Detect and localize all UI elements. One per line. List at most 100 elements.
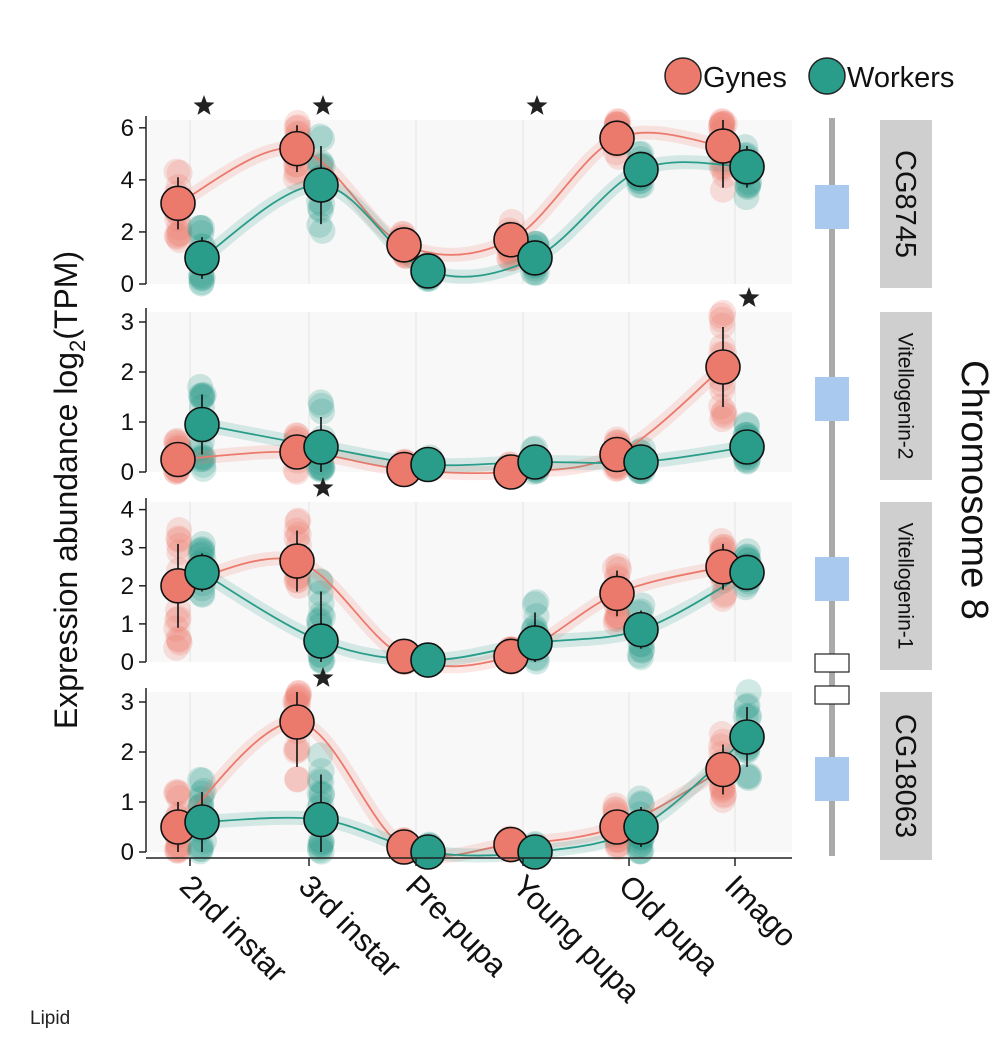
gene-label-box xyxy=(880,120,932,288)
gynes-sample-point xyxy=(708,720,735,747)
gene-locus-block xyxy=(815,757,849,801)
gynes-sample-point xyxy=(708,302,735,329)
workers-sample-point xyxy=(189,531,216,558)
gynes-sample-point xyxy=(602,554,629,581)
gynes-sample-point xyxy=(163,158,190,185)
y-tick-label: 3 xyxy=(121,689,134,716)
gynes-mean-marker xyxy=(279,543,315,579)
gynes-sample-point xyxy=(166,626,193,653)
significance-star xyxy=(526,95,548,115)
gynes-sample-point xyxy=(283,159,310,186)
workers-sample-point xyxy=(308,392,335,419)
workers-sample-point xyxy=(523,603,550,630)
gynes-sample-point xyxy=(710,400,737,427)
gynes-sample-point xyxy=(163,222,190,249)
gene-label: CG18063 xyxy=(889,714,921,838)
legend-gynes-marker xyxy=(664,57,702,95)
gynes-sample-point xyxy=(166,159,193,186)
workers-sample-point xyxy=(306,780,333,807)
gynes-sample-point xyxy=(165,221,192,248)
workers-mean-marker xyxy=(303,801,339,838)
gynes-sample-point xyxy=(285,680,312,707)
panels-layer: 0 2 4 6 CG8745 0 1 2 3 Vitellogenin-2 0 1 2 3 4 Vitello… xyxy=(121,95,932,870)
x-tick-label: 3rd instar xyxy=(292,868,408,984)
gene-locus-block xyxy=(815,377,849,421)
gynes-sample-point xyxy=(711,580,738,607)
workers-sample-point xyxy=(187,214,214,241)
legend: Gynes Workers xyxy=(664,57,954,95)
workers-sample-point xyxy=(187,835,214,862)
gene-label: CG8745 xyxy=(889,150,921,258)
y-tick-label: 0 xyxy=(121,271,134,298)
workers-sample-point xyxy=(309,125,336,152)
gynes-sample-point xyxy=(163,778,190,805)
workers-mean-marker xyxy=(303,429,339,465)
workers-mean-marker xyxy=(303,167,339,203)
gynes-sample-point xyxy=(285,682,312,709)
gynes-sample-point xyxy=(165,780,192,807)
y-tick-label: 0 xyxy=(121,459,134,486)
gynes-sample-point xyxy=(166,517,193,544)
gynes-sample-point xyxy=(166,526,193,553)
gynes-mean-marker xyxy=(493,221,529,258)
significance-star xyxy=(312,95,334,115)
workers-sample-point xyxy=(188,215,215,242)
gynes-mean-marker xyxy=(279,130,315,167)
workers-sample-point xyxy=(521,591,548,618)
workers-sample-point xyxy=(733,184,760,211)
gynes-sample-point xyxy=(283,738,310,765)
y-tick-label: 2 xyxy=(121,739,134,766)
gene-label: Vitellogenin-1 xyxy=(894,523,917,650)
gynes-sample-point xyxy=(284,765,311,792)
workers-mean-marker xyxy=(517,240,553,276)
gynes-mean-marker xyxy=(705,128,741,164)
workers-mean-marker xyxy=(517,444,553,480)
gene-locus-block xyxy=(815,557,849,601)
gene-locus-block xyxy=(815,185,849,229)
gynes-sample-point xyxy=(709,786,736,813)
workers-sample-point xyxy=(189,536,216,563)
workers-sample-point xyxy=(629,592,656,619)
x-tick-label: Imago xyxy=(718,868,804,954)
workers-sample-point xyxy=(307,742,334,769)
workers-mean-marker xyxy=(184,554,220,591)
workers-sample-point xyxy=(187,373,214,400)
y-tick-label: 3 xyxy=(121,309,134,336)
gynes-sample-point xyxy=(165,625,192,652)
gynes-sample-point xyxy=(711,403,738,430)
legend-gynes-label: Gynes xyxy=(703,62,787,94)
workers-sample-point xyxy=(627,644,654,671)
workers-sample-point xyxy=(190,382,217,409)
workers-mean-marker xyxy=(623,151,659,188)
legend-workers-label: Workers xyxy=(847,62,954,94)
panel-cg18063: 0 1 2 3 CG18063 xyxy=(121,667,932,870)
gynes-sample-point xyxy=(710,582,737,609)
workers-mean-marker xyxy=(184,240,220,276)
workers-sample-point xyxy=(188,269,215,296)
gynes-sample-point xyxy=(709,406,736,433)
workers-mean-marker xyxy=(410,446,446,483)
gynes-sample-point xyxy=(709,585,736,612)
workers-sample-point xyxy=(187,215,214,242)
gynes-sample-point xyxy=(708,393,735,420)
workers-sample-point xyxy=(190,455,217,482)
gynes-sample-point xyxy=(164,223,191,250)
legend-workers-marker xyxy=(808,57,846,95)
gynes-sample-point xyxy=(603,606,630,633)
workers-sample-point xyxy=(628,790,655,817)
y-tick-label: 2 xyxy=(121,359,134,386)
workers-sample-point xyxy=(307,389,334,416)
workers-trend-line xyxy=(201,571,748,661)
workers-sample-point xyxy=(306,568,333,595)
y-tick-label: 6 xyxy=(121,115,134,142)
gynes-sample-point xyxy=(709,108,736,135)
workers-sample-point xyxy=(190,777,217,804)
gynes-sample-point xyxy=(164,606,191,633)
y-tick-label: 1 xyxy=(121,409,134,436)
significance-star xyxy=(312,477,334,497)
break-marker xyxy=(814,653,850,673)
y-tick-label: 0 xyxy=(121,839,134,866)
gynes-mean-marker xyxy=(599,575,635,612)
x-tick-label: 2nd instar xyxy=(173,868,294,989)
x-tick-label: Pre-pupa xyxy=(399,868,514,983)
